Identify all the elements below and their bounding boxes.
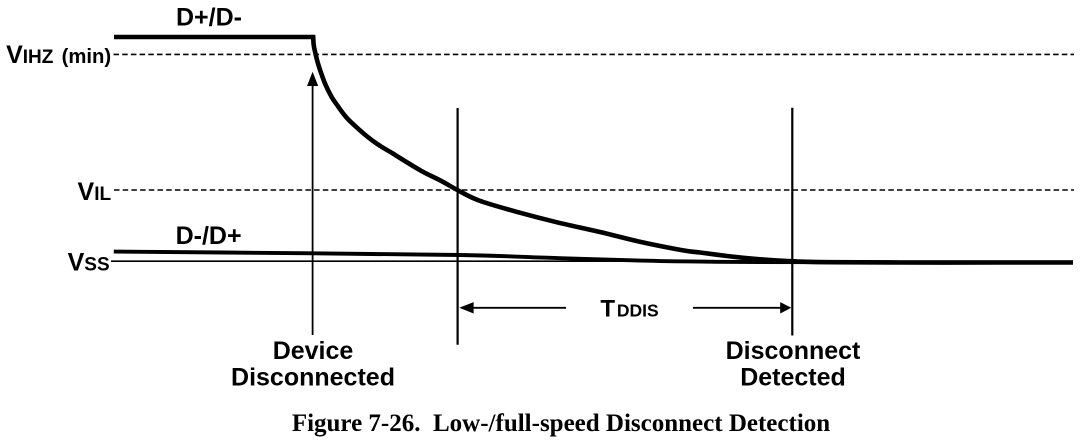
svg-text:(min): (min) (62, 46, 112, 68)
svg-text:Figure 7-26. Low-/full-speed: Figure 7-26. Low-/full-speed Disconnect … (292, 410, 830, 437)
svg-text:D-/D+: D-/D+ (176, 222, 242, 250)
svg-text:D+/D-: D+/D- (176, 4, 242, 32)
svg-text:Disconnect: Disconnect (726, 337, 861, 365)
svg-text:Device: Device (273, 337, 354, 365)
svg-text:Detected: Detected (740, 363, 846, 391)
svg-text:Disconnected: Disconnected (231, 363, 395, 391)
